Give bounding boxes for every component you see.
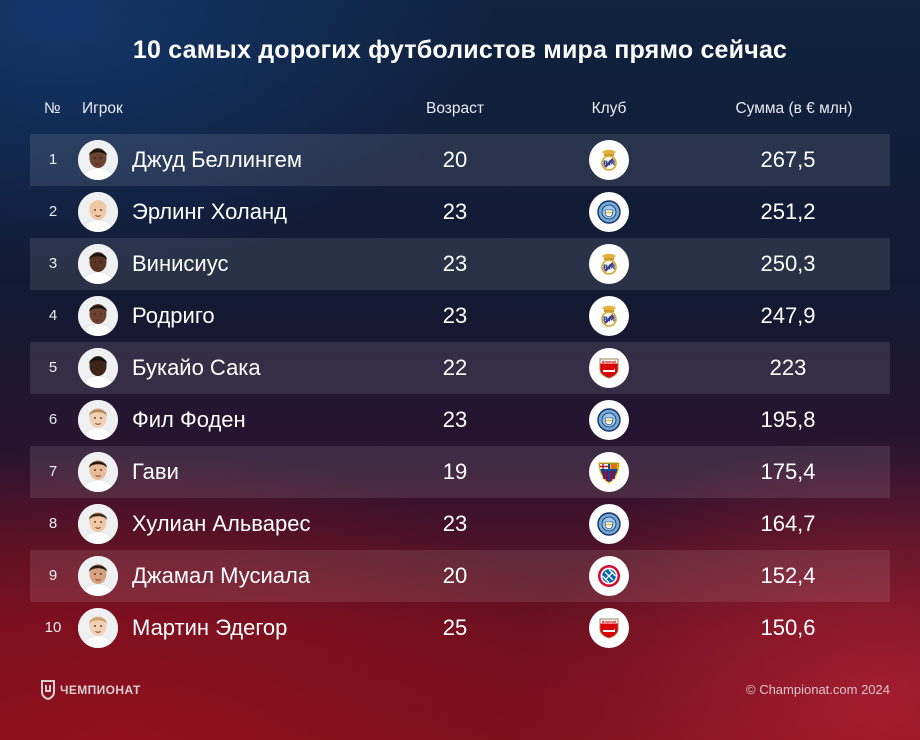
column-header-player: Игрок — [82, 100, 123, 117]
rank-number: 10 — [44, 619, 62, 636]
transfer-value: 150,6 — [760, 615, 816, 640]
rank-number: 4 — [48, 307, 58, 324]
table-row: 6 Фил Фоден 23 195,8 — [30, 394, 890, 446]
manchester-city-crest-icon — [589, 504, 629, 544]
table-row: 5 Букайо Сака 22 Arsenal 223 — [30, 342, 890, 394]
real-madrid-crest-icon: RM — [589, 140, 629, 180]
player-name: Винисиус — [132, 251, 229, 276]
table-row: 8 Хулиан Альварес 23 164,7 — [30, 498, 890, 550]
svg-text:RM: RM — [603, 160, 615, 168]
table-row: 9 Джамал Мусиала 20 152,4 — [30, 550, 890, 602]
championat-shield-icon — [41, 680, 55, 700]
table-row: 10 Мартин Эдегор 25 Arsenal 150,6 — [30, 602, 890, 654]
player-avatar — [78, 400, 118, 440]
rank-number: 5 — [48, 359, 58, 376]
player-avatar — [78, 452, 118, 492]
player-name: Гави — [132, 459, 179, 484]
player-avatar — [78, 140, 118, 180]
arsenal-crest-icon: Arsenal — [589, 348, 629, 388]
bayern-crest-icon — [589, 556, 629, 596]
player-name: Букайо Сака — [132, 355, 261, 380]
rank-number: 2 — [48, 203, 58, 220]
player-name: Джамал Мусиала — [132, 563, 311, 588]
copyright: © Championat.com 2024 — [746, 682, 890, 697]
transfer-value: 267,5 — [760, 147, 816, 172]
player-name: Джуд Беллингем — [132, 147, 303, 172]
transfer-value: 164,7 — [760, 511, 816, 536]
rank-number: 8 — [48, 515, 58, 532]
table-header: № Игрок Возраст Клуб Сумма (в € млн) — [0, 100, 920, 120]
real-madrid-crest-icon: RM — [589, 244, 629, 284]
player-avatar — [78, 504, 118, 544]
column-header-age: Возраст — [426, 100, 484, 117]
player-avatar — [78, 296, 118, 336]
page-title: 10 самых дорогих футболистов мира прямо … — [132, 36, 788, 64]
real-madrid-crest-icon: RM — [589, 296, 629, 336]
svg-text:RM: RM — [603, 264, 615, 272]
arsenal-crest-icon: Arsenal — [589, 608, 629, 648]
player-avatar — [78, 556, 118, 596]
players-table: 1 Джуд Беллингем 20 RM 267,5 2 Эрлинг Холанд 23… — [30, 134, 890, 654]
table-row: 1 Джуд Беллингем 20 RM 267,5 — [30, 134, 890, 186]
table-row: 2 Эрлинг Холанд 23 251,2 — [30, 186, 890, 238]
manchester-city-crest-icon — [589, 192, 629, 232]
transfer-value: 152,4 — [760, 563, 816, 588]
table-row: 3 Винисиус 23 RM 250,3 — [30, 238, 890, 290]
championat-logo: ЧЕМПИОНАТ — [40, 680, 141, 700]
column-header-club: Клуб — [591, 100, 627, 117]
barcelona-crest-icon — [589, 452, 629, 492]
brand-name: ЧЕМПИОНАТ — [60, 683, 141, 697]
transfer-value: 251,2 — [760, 199, 816, 224]
rank-number: 3 — [48, 255, 58, 272]
transfer-value: 175,4 — [760, 459, 816, 484]
player-name: Родриго — [132, 303, 215, 328]
player-name: Эрлинг Холанд — [132, 199, 287, 224]
svg-text:Arsenal: Arsenal — [602, 620, 616, 624]
manchester-city-crest-icon — [589, 400, 629, 440]
transfer-value: 195,8 — [760, 407, 816, 432]
table-row: 4 Родриго 23 RM 247,9 — [30, 290, 890, 342]
svg-text:RM: RM — [603, 316, 615, 324]
transfer-value: 247,9 — [760, 303, 816, 328]
player-name: Фил Фоден — [132, 407, 246, 432]
player-avatar — [78, 244, 118, 284]
transfer-value: 250,3 — [760, 251, 816, 276]
player-avatar — [78, 348, 118, 388]
player-avatar — [78, 608, 118, 648]
rank-number: 7 — [48, 463, 58, 480]
column-header-sum: Сумма (в € млн) — [735, 100, 853, 117]
player-name: Мартин Эдегор — [132, 615, 288, 640]
player-avatar — [78, 192, 118, 232]
rank-number: 9 — [48, 567, 58, 584]
rank-number: 1 — [48, 151, 58, 168]
svg-text:Arsenal: Arsenal — [602, 360, 616, 364]
transfer-value: 223 — [769, 355, 807, 380]
table-row: 7 Гави 19 175,4 — [30, 446, 890, 498]
column-header-number: № — [44, 100, 61, 117]
player-name: Хулиан Альварес — [132, 511, 311, 536]
rank-number: 6 — [48, 411, 58, 428]
